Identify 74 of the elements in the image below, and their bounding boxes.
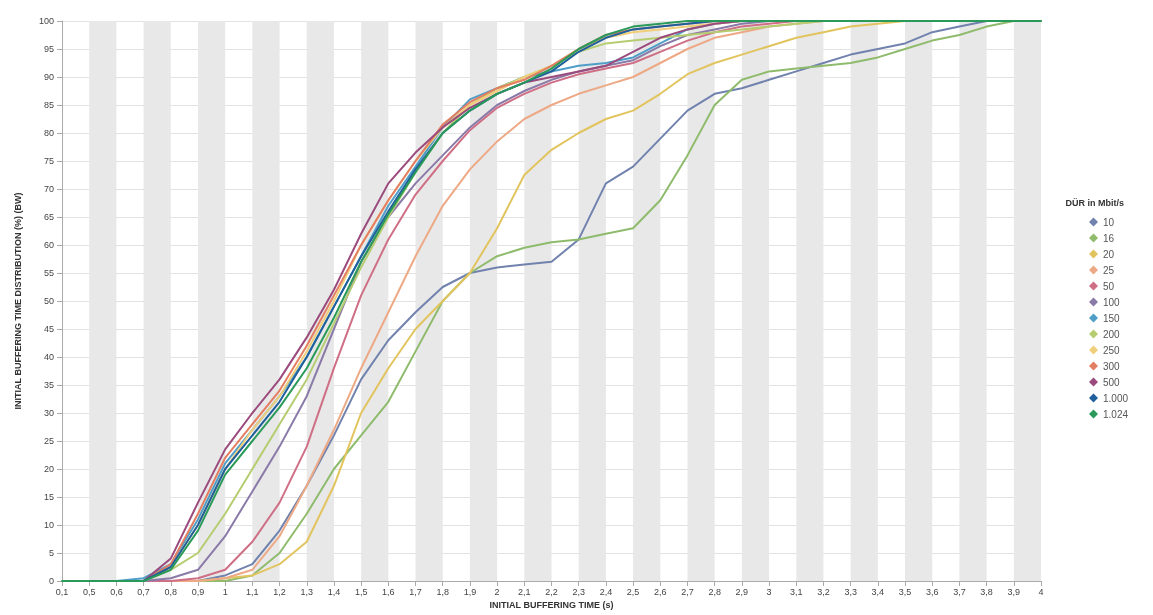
x-tick-label: 2,6	[654, 586, 667, 597]
x-tick-label: 3	[766, 586, 772, 597]
y-tick-label: 100	[38, 16, 54, 26]
x-tick-label: 3,8	[980, 586, 993, 597]
legend-label: 300	[1102, 360, 1121, 372]
y-tick-label: 40	[43, 352, 54, 362]
x-tick-label: 1,3	[300, 586, 314, 597]
x-tick-label: 1,2	[273, 586, 286, 597]
x-tick-label: 1,5	[354, 586, 368, 597]
x-tick-label: 3,4	[871, 586, 885, 597]
x-tick-label: 2	[494, 586, 500, 597]
x-tick-label: 0,8	[164, 586, 178, 597]
x-tick-label: 2,3	[572, 586, 585, 597]
legend-label: 20	[1102, 248, 1115, 260]
y-tick-label: 75	[43, 156, 54, 166]
x-tick-label: 2,1	[518, 586, 531, 597]
x-tick-label: 3,2	[817, 586, 830, 597]
x-axis-title: INITIAL BUFFERING TIME (s)	[489, 600, 614, 611]
x-tick-label: 1,6	[382, 586, 395, 597]
x-tick-label: 3,5	[898, 586, 912, 597]
x-tick-label: 0,9	[191, 586, 205, 597]
x-tick-label: 1,9	[463, 586, 477, 597]
y-tick-label: 55	[43, 268, 54, 278]
x-tick-label: 1,8	[436, 586, 449, 597]
y-axis-title: INITIAL BUFFERING TIME DISTRIBUTION (%) (BW)	[12, 192, 23, 410]
x-tick-label: 0,5	[82, 586, 96, 597]
x-tick-label: 2,9	[735, 586, 749, 597]
x-tick-label: 2,4	[599, 586, 613, 597]
x-tick-label: 2,2	[545, 586, 558, 597]
y-tick-label: 0	[48, 576, 54, 586]
x-tick-label: 3,9	[1007, 586, 1021, 597]
legend-label: 100	[1102, 296, 1121, 308]
y-tick-label: 90	[43, 72, 54, 82]
x-tick-label: 4	[1038, 586, 1044, 597]
legend-label: 150	[1102, 312, 1121, 324]
legend-label: 500	[1102, 376, 1121, 388]
legend-label: 16	[1102, 232, 1115, 244]
y-tick-label: 45	[43, 324, 54, 334]
y-tick-label: 5	[48, 548, 54, 558]
x-tick-label: 1	[222, 586, 228, 597]
y-tick-label: 65	[43, 212, 54, 222]
legend-label: 25	[1102, 264, 1115, 276]
x-tick-label: 2,7	[681, 586, 694, 597]
legend-label: 1.000	[1102, 392, 1129, 404]
y-tick-label: 15	[43, 492, 54, 502]
y-tick-label: 50	[43, 296, 54, 306]
y-tick-label: 85	[43, 100, 54, 110]
y-tick-label: 10	[43, 520, 54, 530]
x-tick-label: 3,6	[925, 586, 939, 597]
x-tick-label: 3,1	[789, 586, 803, 597]
x-tick-label: 2,8	[708, 586, 721, 597]
y-tick-label: 30	[43, 408, 54, 418]
legend-label: 250	[1102, 344, 1121, 356]
x-tick-label: 1,7	[409, 586, 422, 597]
x-tick-label: 1,4	[327, 586, 341, 597]
x-tick-label: 2,5	[626, 586, 640, 597]
y-tick-label: 20	[43, 464, 54, 474]
x-tick-label: 3,3	[844, 586, 857, 597]
x-tick-label: 3,7	[953, 586, 966, 597]
legend-label: 200	[1102, 328, 1121, 340]
y-tick-label: 25	[43, 436, 54, 446]
y-tick-label: 60	[43, 240, 54, 250]
legend-title: DÜR in Mbit/s	[1065, 197, 1124, 208]
legend-label: 10	[1102, 216, 1115, 228]
legend-label: 1.024	[1102, 408, 1129, 420]
y-tick-label: 80	[43, 128, 54, 138]
x-tick-label: 0,7	[137, 586, 150, 597]
x-tick-label: 1,1	[246, 586, 259, 597]
y-tick-label: 35	[43, 380, 54, 390]
y-tick-label: 95	[43, 44, 54, 54]
x-tick-label: 0,1	[55, 586, 69, 597]
y-tick-label: 70	[43, 184, 54, 194]
x-tick-label: 0,6	[110, 586, 123, 597]
legend-label: 50	[1102, 280, 1115, 292]
